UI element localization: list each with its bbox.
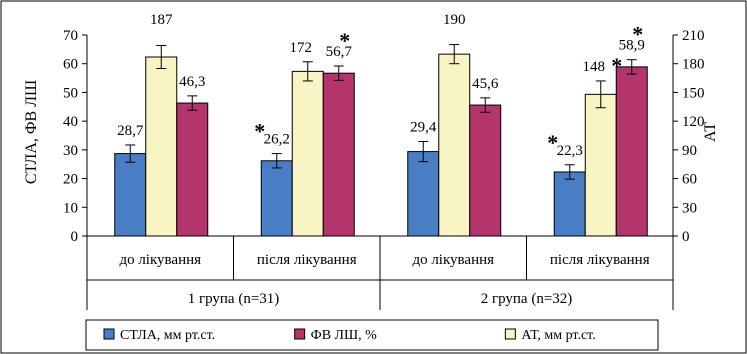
data-label: 45,6 xyxy=(472,76,499,92)
bar xyxy=(322,72,355,237)
y-right-tick-label: 210 xyxy=(682,28,705,44)
data-label: 187 xyxy=(150,12,173,28)
bar xyxy=(114,153,147,237)
y-right-tick-label: 120 xyxy=(682,114,705,130)
category-label: до лікування xyxy=(119,252,201,268)
group-label: 1 група (n=31) xyxy=(188,291,280,307)
data-label: 26,2 xyxy=(264,132,290,148)
significance-marker: * xyxy=(339,28,350,53)
y-right-tick-label: 180 xyxy=(682,57,705,73)
y-right-tick-label: 0 xyxy=(682,229,690,245)
significance-marker: * xyxy=(254,119,265,144)
bar xyxy=(291,70,324,237)
bar xyxy=(469,104,502,237)
y-left-tick-label: 20 xyxy=(63,172,78,188)
y-left-tick-label: 10 xyxy=(63,200,78,216)
group-label: 2 група (n=32) xyxy=(481,291,573,307)
y-left-tick-label: 30 xyxy=(63,143,78,159)
significance-marker: * xyxy=(632,22,643,47)
legend-swatch xyxy=(294,328,306,340)
data-label: 22,3 xyxy=(557,143,583,159)
data-label: 56,7 xyxy=(326,44,353,60)
data-label: 28,7 xyxy=(117,123,144,139)
category-label: після лікування xyxy=(550,252,650,268)
y-right-tick-label: 90 xyxy=(682,143,697,159)
category-label: після лікування xyxy=(257,252,357,268)
bar xyxy=(176,102,209,237)
legend-box xyxy=(85,319,659,351)
data-label: 172 xyxy=(290,40,313,56)
data-label: 190 xyxy=(443,12,466,28)
y-left-tick-label: 50 xyxy=(63,85,78,101)
axes: 0 10 20 30 40 50 60 70 0 30 60 90 120 150 180 210 до лік… xyxy=(63,28,705,310)
bar xyxy=(615,66,648,237)
legend-swatch xyxy=(504,328,516,340)
y-right-tick-label: 30 xyxy=(682,200,697,216)
bar xyxy=(260,160,293,237)
y-left-tick-label: 70 xyxy=(63,28,78,44)
y-left-tick-label: 40 xyxy=(63,114,78,130)
data-label: 46,3 xyxy=(179,74,205,90)
y-right-tick-label: 150 xyxy=(682,85,705,101)
data-label: 58,9 xyxy=(619,38,645,54)
significance-marker: * xyxy=(611,53,622,78)
bar xyxy=(584,93,617,237)
y-axis-left-title: СТЛА, ФВ ЛШ xyxy=(23,80,40,184)
bar xyxy=(438,53,471,237)
legend-swatch xyxy=(103,328,115,340)
bar xyxy=(407,151,440,237)
data-label: 29,4 xyxy=(410,120,437,136)
legend-label: ФВ ЛШ, % xyxy=(311,328,378,343)
y-right-tick-label: 60 xyxy=(682,172,697,188)
bar xyxy=(553,171,586,237)
data-label: 148 xyxy=(583,59,606,75)
legend: СТЛА, мм рт.ст. ФВ ЛШ, % АТ, мм рт.ст. xyxy=(85,319,659,351)
y-left-tick-label: 0 xyxy=(71,229,79,245)
y-axis-right-title: АТ xyxy=(702,122,719,142)
legend-label: СТЛА, мм рт.ст. xyxy=(120,328,215,343)
significance-marker: * xyxy=(547,130,558,155)
y-left-tick-label: 60 xyxy=(63,57,78,73)
bar xyxy=(145,56,178,237)
legend-label: АТ, мм рт.ст. xyxy=(521,328,595,343)
category-label: до лікування xyxy=(412,252,494,268)
